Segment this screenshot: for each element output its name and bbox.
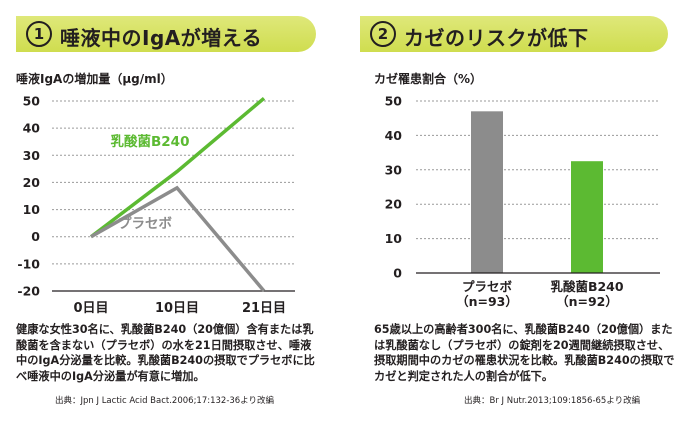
y-tick-label: 30 [385,162,403,177]
y-tick-label: -10 [17,256,40,271]
x-tick-label: （n=92） [556,294,618,309]
y-tick-label: 0 [31,229,40,244]
circled-number: 1 [26,21,52,47]
y-tick-label: 0 [393,266,402,281]
y-tick-label: 20 [385,197,403,212]
x-tick-label: （n=93） [456,294,518,309]
y-tick-label: 40 [385,128,403,143]
panel-title: 唾液中のIgAが増える [60,26,263,50]
bar [571,161,603,273]
series-label: プラセボ [118,216,172,232]
panel-saliva-iga: 1 唾液中のIgAが増える 唾液IgAの増加量（μg/ml） 50 40 30 20 1… [0,0,340,423]
x-tick-label: 乳酸菌B240 [550,279,623,294]
x-tick-label: プラセボ [462,279,513,294]
y-tick-label: -20 [17,284,40,299]
y-tick-label: 10 [385,231,403,246]
series-line-b240 [89,96,266,239]
x-tick-label: 21日目 [242,301,286,316]
panel-cold-risk: 2 カゼのリスクが低下 カゼ罹患割合（%） 50 40 30 20 10 0 プラセボ （n=… [360,0,690,423]
bar [471,111,503,273]
caption: 65歳以上の高齢者300名に、乳酸菌B240（20億個）または乳酸菌なし（プラセ… [374,323,675,383]
bar-chart: 50 40 30 20 10 0 プラセボ（n=93） 乳酸菌B240（n=92） [385,94,660,309]
y-tick-label: 10 [23,202,41,217]
y-tick-label: 50 [23,94,41,109]
panel-title: カゼのリスクが低下 [404,26,589,50]
line-chart: 50 40 30 20 10 0 -10 -20 0日目 10日目 21日目 乳酸菌B240 プラセボ [17,94,295,316]
y-tick-label: 50 [385,94,403,109]
source-citation: 出典：Br J Nutr.2013;109:1856-65より改編 [464,396,641,406]
x-tick-label: 0日目 [73,301,108,316]
y-tick-label: 40 [23,121,41,136]
circled-number: 2 [370,21,396,47]
series-line-placebo [90,185,266,293]
source-citation: 出典：Jpn J Lactic Acid Bact.2006;17:132-36… [55,396,275,406]
y-axis-title: 唾液IgAの増加量（μg/ml） [16,72,173,86]
panel-banner: 2 カゼのリスクが低下 [360,16,668,52]
x-tick-label: 10日目 [155,301,199,316]
y-tick-label: 20 [23,175,41,190]
panel-banner: 1 唾液中のIgAが増える [16,16,316,52]
y-tick-label: 30 [23,148,41,163]
caption: 健康な女性30名に、乳酸菌B240（20億個）含有または乳酸菌を含まない（プラセ… [16,323,315,383]
y-axis-title: カゼ罹患割合（%） [374,72,483,86]
series-label: 乳酸菌B240 [111,133,190,150]
